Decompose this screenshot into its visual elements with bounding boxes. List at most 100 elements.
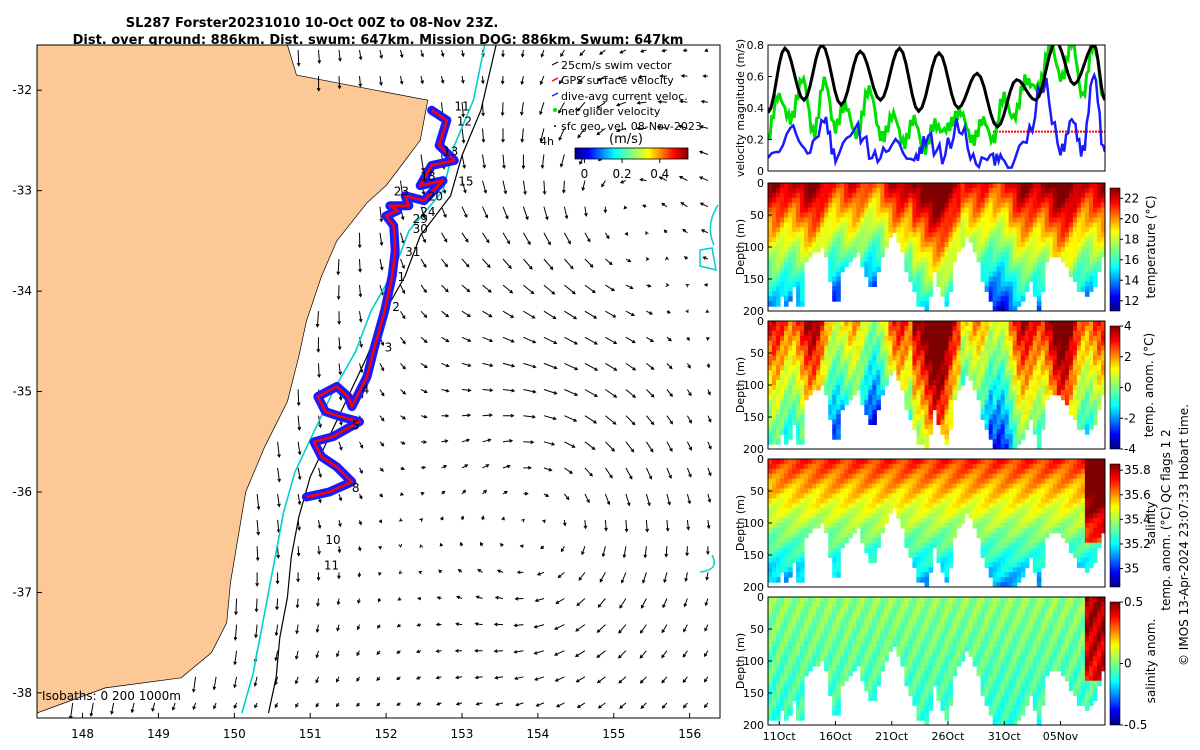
section-cell	[888, 463, 893, 470]
section-cell	[1036, 365, 1042, 371]
section-colorbar-tick-label: -2	[1124, 411, 1136, 425]
section-cell	[936, 518, 942, 524]
section-cell	[988, 399, 994, 406]
velocity-vector	[336, 624, 340, 632]
section-cell	[884, 459, 889, 465]
velocity-vector	[440, 49, 445, 58]
section-cell	[1060, 321, 1066, 327]
section-cell	[868, 330, 873, 337]
section-cell	[908, 370, 913, 376]
section-cell	[964, 227, 970, 233]
section-cell	[948, 330, 954, 337]
velocity-vector	[523, 258, 533, 270]
section-cell	[828, 340, 833, 347]
section-cell	[916, 537, 921, 544]
section-cell	[956, 350, 962, 356]
section-cell	[1032, 212, 1038, 218]
section-cell	[1089, 207, 1094, 214]
section-cell	[928, 232, 934, 238]
section-cell	[1072, 321, 1078, 327]
section-cell	[776, 385, 781, 391]
section-cell	[860, 488, 865, 494]
section-cell	[772, 197, 777, 204]
section-cell	[944, 256, 950, 263]
section-cell	[1020, 414, 1026, 420]
section-cell	[912, 513, 917, 519]
section-cell	[928, 463, 934, 470]
section-cell	[892, 463, 897, 470]
section-cell	[784, 340, 789, 347]
section-cell	[1076, 321, 1082, 327]
section-cell	[908, 355, 913, 361]
velocity-vector	[502, 258, 512, 269]
section-cell	[868, 187, 873, 194]
velocity-vector	[665, 283, 670, 287]
section-colorbar-label: temp. anom. (°C)	[1142, 333, 1156, 437]
section-cell	[780, 183, 785, 189]
section-cell	[768, 434, 773, 440]
section-cell	[844, 399, 849, 406]
section-colorbar-tick-label: 0	[1124, 381, 1132, 395]
section-cell	[884, 360, 889, 366]
section-cell	[868, 217, 873, 223]
velocity-vector	[683, 598, 688, 608]
section-cell	[872, 508, 877, 514]
section-cell	[844, 197, 849, 204]
section-cell	[1072, 271, 1078, 278]
section-cell	[1089, 321, 1094, 327]
section-cell	[796, 572, 801, 578]
section-cell	[988, 429, 994, 435]
section-cell	[1093, 247, 1098, 253]
section-cell	[868, 389, 873, 396]
section-cell	[828, 202, 833, 209]
section-cell	[992, 286, 998, 292]
section-cell	[768, 207, 773, 214]
section-cell	[944, 434, 950, 440]
section-cell	[952, 232, 958, 238]
section-cell	[976, 468, 982, 475]
section-cell	[1004, 444, 1010, 449]
section-cell	[1040, 261, 1046, 268]
section-cell	[808, 527, 813, 534]
section-cell	[772, 404, 777, 411]
section-cell	[868, 399, 873, 406]
section-cell	[840, 375, 845, 381]
section-cell	[844, 212, 849, 218]
section-cell	[996, 409, 1002, 416]
section-cell	[824, 340, 829, 347]
section-cell	[952, 513, 958, 519]
section-cell	[820, 365, 825, 371]
section-cell	[876, 340, 881, 347]
section-cell	[784, 207, 789, 214]
section-cell	[1028, 266, 1034, 273]
section-cell	[824, 518, 829, 524]
section-cell	[1076, 222, 1082, 228]
section-cell	[1093, 187, 1098, 194]
velocity-vector	[666, 310, 671, 314]
section-cell	[904, 537, 909, 544]
section-cell	[788, 542, 793, 549]
velocity-vector	[554, 624, 565, 630]
section-cell	[932, 360, 938, 366]
section-cell	[936, 256, 942, 263]
section-cell	[920, 242, 926, 248]
section-cell	[1020, 286, 1026, 292]
section-cell	[944, 276, 950, 282]
section-cell	[816, 237, 821, 243]
section-cell	[1020, 247, 1026, 253]
section-colorbar-tick-label: 22	[1124, 191, 1139, 205]
velocity-vector	[481, 515, 485, 521]
velocity-vector	[645, 257, 650, 261]
section-cell	[832, 518, 837, 524]
section-cell	[1064, 399, 1070, 406]
velocity-vector	[441, 206, 447, 219]
section-cell	[984, 335, 990, 342]
section-cell	[780, 207, 785, 214]
section-cell	[1089, 237, 1094, 243]
section-cell	[952, 463, 958, 470]
section-cell	[932, 503, 938, 509]
section-cell	[924, 503, 930, 509]
section-cell	[948, 394, 954, 401]
section-cell	[1024, 355, 1030, 361]
section-cell	[924, 404, 930, 411]
